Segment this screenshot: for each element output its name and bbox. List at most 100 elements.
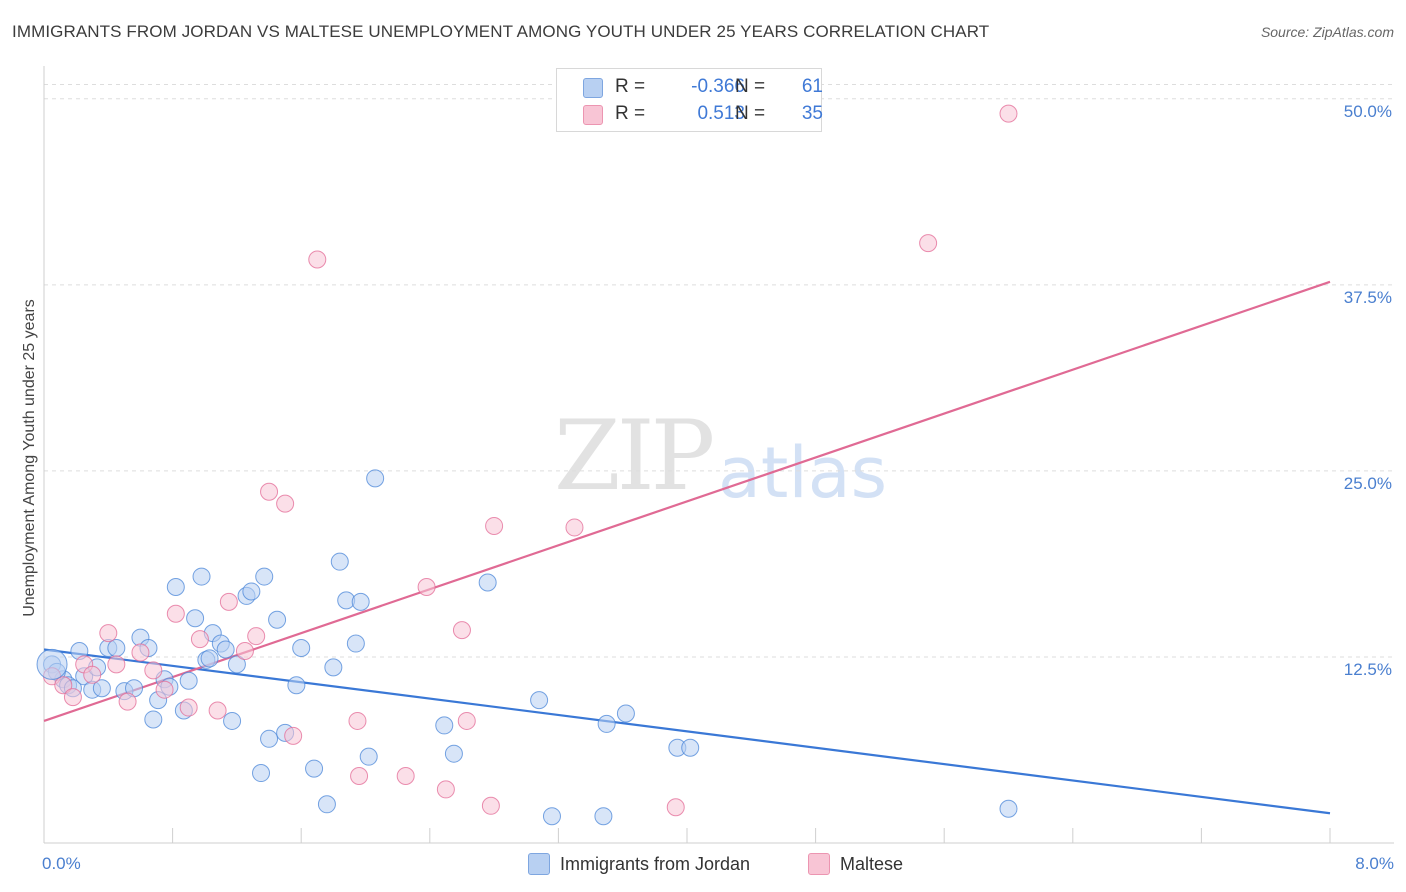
jordan-point: [351, 592, 370, 611]
maltese-point: [919, 234, 938, 253]
maltese-point: [179, 698, 198, 717]
maltese-point: [666, 798, 685, 817]
maltese-point: [284, 726, 303, 745]
jordan-point: [317, 795, 336, 814]
jordan-trendline: [43, 648, 1331, 815]
x-tick-label: 0.0%: [42, 854, 81, 873]
jordan-point: [166, 577, 185, 596]
jordan-point: [287, 676, 306, 695]
jordan-point: [999, 799, 1018, 818]
jordan-point: [594, 807, 613, 826]
legend-n-value: 61: [801, 76, 823, 97]
maltese-point: [350, 767, 369, 786]
maltese-point: [190, 630, 209, 649]
jordan-cluster-point: [36, 648, 68, 680]
jordan-point: [268, 610, 287, 629]
maltese-point: [260, 482, 279, 501]
trend-lines: [43, 280, 1331, 815]
maltese-point: [348, 711, 367, 730]
jordan-point: [478, 573, 497, 592]
source-label: Source: ZipAtlas.com: [1260, 24, 1394, 40]
bottom-legend-jordan: Immigrants from Jordan: [528, 852, 750, 876]
bottom-legend-label-maltese: Maltese: [840, 853, 904, 874]
y-axis-label: Unemployment Among Youth under 25 years: [21, 299, 38, 617]
maltese-point: [219, 592, 238, 611]
legend-r-value: -0.366: [691, 76, 745, 97]
maltese-point: [485, 516, 504, 535]
bottom-legend-maltese: Maltese: [808, 852, 903, 876]
jordan-point: [186, 609, 205, 628]
watermark-atlas: atlas: [718, 432, 888, 514]
jordan-point: [530, 691, 549, 710]
maltese-point: [452, 621, 471, 640]
maltese-point: [235, 641, 254, 660]
maltese-point: [396, 767, 415, 786]
maltese-point: [436, 780, 455, 799]
jordan-point: [192, 567, 211, 586]
x-tick-label: 8.0%: [1355, 854, 1394, 873]
legend-n-label: N =: [735, 103, 766, 124]
jordan-point: [260, 729, 279, 748]
jordan-point: [179, 671, 198, 690]
jordan-point: [330, 552, 349, 571]
jordan-point: [200, 649, 219, 668]
maltese-point: [208, 701, 227, 720]
legend-r-label: R =: [615, 103, 646, 124]
maltese-point: [457, 711, 476, 730]
tick-labels: 12.5% 25.0% 37.5% 50.0% 0.0% 8.0%: [42, 102, 1394, 873]
maltese-point: [999, 104, 1018, 123]
maltese-point: [417, 577, 436, 596]
y-tick-label: 12.5%: [1344, 660, 1392, 679]
jordan-point: [227, 655, 246, 674]
legend-swatch-jordan: [583, 78, 603, 98]
jordan-point: [305, 759, 324, 778]
jordan-point: [107, 639, 126, 658]
legend-n-label: N =: [735, 76, 766, 97]
jordan-point: [346, 634, 365, 653]
maltese-point: [155, 680, 174, 699]
maltese-point: [481, 796, 500, 815]
maltese-point: [118, 692, 137, 711]
grid-lines: [44, 83, 1394, 658]
y-tick-label: 25.0%: [1344, 474, 1392, 493]
data-points: [36, 104, 1018, 826]
jordan-point: [435, 716, 454, 735]
y-tick-label: 37.5%: [1344, 288, 1392, 307]
maltese-point: [308, 250, 327, 269]
legend-r-label: R =: [615, 76, 646, 97]
axes: [43, 66, 1394, 844]
jordan-point: [92, 679, 111, 698]
bottom-legend-label-jordan: Immigrants from Jordan: [560, 853, 751, 874]
correlation-legend: R = -0.366 N = 61 R = 0.513 N = 35: [556, 68, 823, 132]
maltese-point: [144, 661, 163, 680]
jordan-point: [597, 714, 616, 733]
maltese-point: [565, 518, 584, 537]
jordan-point: [444, 744, 463, 763]
jordan-point: [252, 764, 271, 783]
maltese-point: [54, 676, 73, 695]
legend-swatch-maltese: [583, 105, 603, 125]
maltese-point: [166, 604, 185, 623]
bottom-swatch-jordan: [528, 853, 550, 875]
maltese-point: [83, 665, 102, 684]
y-tick-label: 50.0%: [1344, 102, 1392, 121]
jordan-point: [242, 582, 261, 601]
jordan-point: [616, 704, 635, 723]
jordan-point: [359, 747, 378, 766]
maltese-point: [247, 627, 266, 646]
jordan-point: [324, 658, 343, 677]
chart-title: IMMIGRANTS FROM JORDAN VS MALTESE UNEMPL…: [12, 22, 990, 41]
jordan-point: [366, 469, 385, 488]
jordan-point: [144, 710, 163, 729]
legend-r-value: 0.513: [697, 103, 745, 124]
legend-n-value: 35: [801, 103, 823, 124]
maltese-point: [131, 643, 150, 662]
bottom-swatch-maltese: [808, 853, 830, 875]
maltese-point: [107, 655, 126, 674]
jordan-point: [255, 567, 274, 586]
maltese-trendline: [43, 280, 1331, 722]
jordan-point: [223, 711, 242, 730]
watermark-zip: ZIP: [554, 400, 715, 512]
maltese-point: [63, 688, 82, 707]
